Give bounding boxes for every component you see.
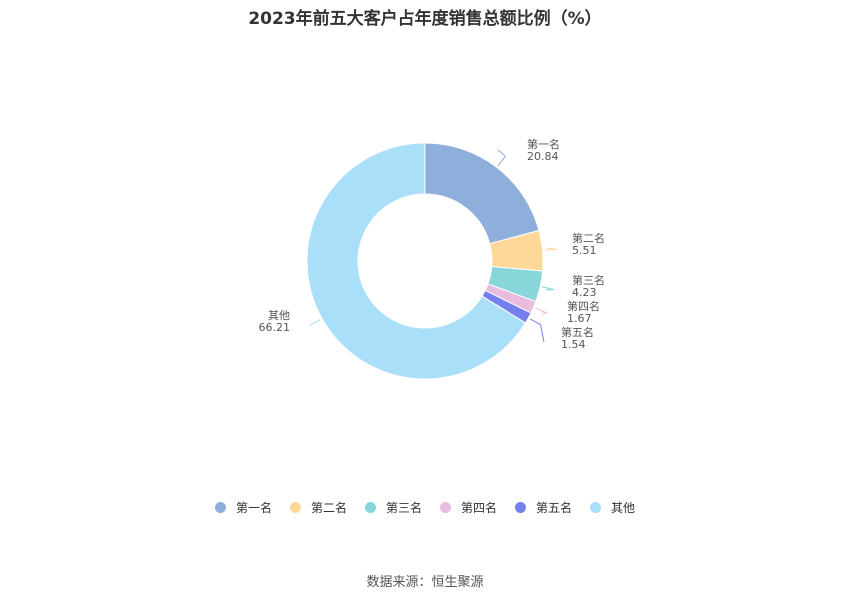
legend-label: 第一名 — [235, 501, 272, 515]
chart-title: 2023年前五大客户占年度销售总额比例（%） — [248, 9, 602, 29]
legend-item-6[interactable]: 其他 — [590, 499, 635, 516]
leader-line-1 — [497, 149, 507, 167]
donut-slice-1[interactable] — [424, 142, 540, 245]
slice-label-name: 第一名 — [527, 137, 560, 151]
legend-label: 其他 — [611, 501, 636, 515]
slice-label-value: 1.67 — [567, 312, 592, 325]
leader-line-3 — [542, 286, 554, 291]
leader-line-6 — [309, 319, 321, 327]
legend-marker — [289, 502, 301, 513]
legend-item-3[interactable]: 第三名 — [364, 499, 422, 516]
slice-label-value: 1.54 — [561, 338, 586, 351]
legend-marker — [214, 502, 226, 513]
slice-label-5: 第五名 1.54 — [561, 325, 594, 351]
slice-label-value: 4.23 — [572, 286, 597, 299]
leader-line-2 — [544, 247, 557, 251]
slice-label-name: 第二名 — [572, 231, 605, 245]
slice-label-name: 第三名 — [572, 273, 605, 287]
slice-label-4: 第四名 1.67 — [567, 299, 600, 325]
label-leader-lines — [309, 149, 557, 343]
legend-label: 第二名 — [310, 501, 347, 515]
legend-item-4[interactable]: 第四名 — [440, 499, 497, 516]
slice-label-2: 第二名 5.51 — [572, 231, 605, 257]
data-source-note: 数据来源：恒生聚源 — [366, 575, 484, 590]
donut-slices — [306, 142, 544, 380]
legend-item-5[interactable]: 第五名 — [515, 499, 572, 516]
slice-label-6: 其他 66.21 — [259, 309, 291, 334]
legend-marker — [515, 502, 527, 513]
slice-label-name: 其他 — [268, 309, 290, 322]
leader-line-4 — [535, 307, 548, 315]
slice-label-3: 第三名 4.23 — [572, 273, 605, 299]
slice-label-1: 第一名 20.84 — [527, 137, 560, 163]
legend-marker — [440, 502, 451, 513]
slice-label-value: 5.51 — [572, 244, 597, 257]
legend-item-2[interactable]: 第二名 — [289, 499, 347, 516]
slice-label-value: 66.21 — [259, 321, 291, 334]
legend-label: 第三名 — [385, 501, 422, 515]
legend: 第一名 第二名 第三名 第四名 第五名 其他 — [0, 499, 850, 516]
legend-marker — [590, 502, 602, 513]
legend-label: 第五名 — [536, 501, 573, 515]
slice-label-value: 20.84 — [527, 150, 559, 163]
legend-item-1[interactable]: 第一名 — [214, 499, 272, 516]
legend-label: 第四名 — [461, 501, 498, 515]
donut-slice-6[interactable] — [306, 142, 527, 380]
slice-label-name: 第五名 — [561, 325, 594, 339]
slice-label-name: 第四名 — [567, 299, 600, 313]
legend-marker — [364, 502, 376, 513]
leader-line-5 — [529, 318, 545, 343]
